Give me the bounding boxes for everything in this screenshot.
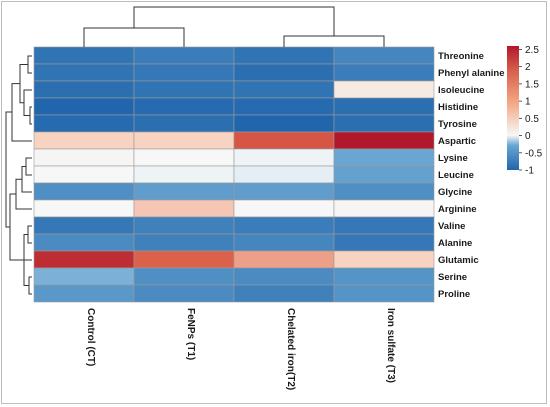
heatmap-cell bbox=[133, 97, 235, 116]
legend-tick-label: 0.5 bbox=[525, 114, 539, 125]
heatmap-cell bbox=[33, 114, 135, 133]
heatmap-cell bbox=[333, 250, 435, 269]
heatmap-cell bbox=[33, 250, 135, 269]
heatmap-cell bbox=[33, 199, 135, 218]
heatmap-cell bbox=[333, 165, 435, 184]
heatmap-cell bbox=[33, 165, 135, 184]
heatmap-cell bbox=[133, 63, 235, 82]
heatmap-cell bbox=[133, 148, 235, 167]
column-label: Chelated iron(T2) bbox=[285, 308, 296, 390]
row-label: Serine bbox=[438, 272, 467, 283]
heatmap-cell bbox=[333, 233, 435, 252]
heatmap-cell bbox=[333, 63, 435, 82]
heatmap-cell bbox=[233, 148, 335, 167]
heatmap-cell bbox=[133, 182, 235, 201]
heatmap-cell bbox=[233, 250, 335, 269]
color-legend: 2.5 2 1.5 1 0.5 0 -0.5 -1 bbox=[507, 45, 543, 177]
row-label: Isoleucine bbox=[438, 85, 484, 96]
heatmap-cell bbox=[333, 131, 435, 150]
heatmap-cell bbox=[233, 267, 335, 286]
row-label: Threonine bbox=[438, 51, 484, 62]
heatmap-cell bbox=[333, 182, 435, 201]
heatmap-cell bbox=[233, 284, 335, 303]
legend-tick-label: -0.5 bbox=[525, 148, 543, 159]
column-dendrogram bbox=[83, 6, 385, 47]
heatmap-cell bbox=[333, 148, 435, 167]
heatmap-cell bbox=[333, 114, 435, 133]
row-labels: Threonine Phenyl alanine Isoleucine Histidi… bbox=[438, 51, 505, 300]
heatmap-cell bbox=[33, 284, 135, 303]
row-label: Lysine bbox=[438, 153, 468, 164]
column-labels: Control (CT) FeNPs (T1) Chelated iron(T2) I… bbox=[85, 308, 396, 390]
row-label: Tyrosine bbox=[438, 119, 477, 130]
heatmap-cell bbox=[233, 131, 335, 150]
heatmap-cell bbox=[133, 284, 235, 303]
heatmap-cell bbox=[33, 97, 135, 116]
row-label: Alanine bbox=[438, 238, 472, 249]
heatmap-cell bbox=[133, 165, 235, 184]
heatmap-cell bbox=[233, 233, 335, 252]
heatmap-cell bbox=[233, 63, 335, 82]
column-label: Iron sulfate (T3) bbox=[385, 308, 396, 383]
heatmap-cell bbox=[233, 97, 335, 116]
heatmap-cell bbox=[33, 267, 135, 286]
legend-ticks: 2.5 2 1.5 1 0.5 0 -0.5 -1 bbox=[519, 45, 543, 177]
column-label: Control (CT) bbox=[85, 308, 96, 366]
heatmap-cell bbox=[33, 216, 135, 235]
heatmap-cell bbox=[233, 46, 335, 65]
heatmap-cell bbox=[333, 216, 435, 235]
heatmap-cell bbox=[33, 80, 135, 99]
heatmap-cell bbox=[133, 46, 235, 65]
heatmap-cell bbox=[233, 114, 335, 133]
heatmap-cell bbox=[33, 131, 135, 150]
column-label: FeNPs (T1) bbox=[185, 308, 196, 360]
heatmap-cell bbox=[133, 80, 235, 99]
legend-tick-label: 0 bbox=[525, 131, 531, 142]
heatmap-cell bbox=[133, 131, 235, 150]
row-label: Glutamic bbox=[438, 255, 479, 266]
heatmap-cell bbox=[333, 80, 435, 99]
heatmap-cell bbox=[333, 46, 435, 65]
heatmap-cell bbox=[233, 165, 335, 184]
legend-tick-label: 1 bbox=[525, 97, 531, 108]
legend-tick-label: 1.5 bbox=[525, 79, 539, 90]
heatmap-cell bbox=[133, 267, 235, 286]
heatmap-cell bbox=[33, 46, 135, 65]
heatmap-cell bbox=[333, 267, 435, 286]
row-label: Leucine bbox=[438, 170, 474, 181]
heatmap-cell bbox=[333, 199, 435, 218]
heatmap-cell bbox=[33, 182, 135, 201]
heatmap-cell bbox=[33, 148, 135, 167]
row-label: Histidine bbox=[438, 102, 478, 113]
row-label: Valine bbox=[438, 221, 465, 232]
row-label: Glycine bbox=[438, 187, 472, 198]
row-label: Proline bbox=[438, 289, 470, 300]
heatmap-cell bbox=[233, 182, 335, 201]
heatmap-cell bbox=[333, 97, 435, 116]
heatmap-cell bbox=[233, 80, 335, 99]
row-label: Phenyl alanine bbox=[438, 68, 505, 79]
legend-tick-label: 2 bbox=[525, 62, 531, 73]
heatmap-cell bbox=[133, 216, 235, 235]
heatmap-cell bbox=[33, 63, 135, 82]
heatmap-cell bbox=[233, 199, 335, 218]
heatmap-cell bbox=[133, 250, 235, 269]
row-label: Arginine bbox=[438, 204, 477, 215]
heatmap-cell bbox=[133, 233, 235, 252]
legend-color-bar bbox=[507, 46, 519, 170]
heatmap-cells bbox=[33, 46, 435, 303]
heatmap-cell bbox=[133, 199, 235, 218]
legend-tick-label: 2.5 bbox=[525, 45, 539, 56]
row-dendrogram bbox=[5, 55, 32, 295]
row-label: Aspartic bbox=[438, 136, 476, 147]
legend-tick-label: -1 bbox=[525, 166, 534, 177]
heatmap-cell bbox=[33, 233, 135, 252]
heatmap-cell bbox=[333, 284, 435, 303]
heatmap-cell bbox=[133, 114, 235, 133]
heatmap-cell bbox=[233, 216, 335, 235]
